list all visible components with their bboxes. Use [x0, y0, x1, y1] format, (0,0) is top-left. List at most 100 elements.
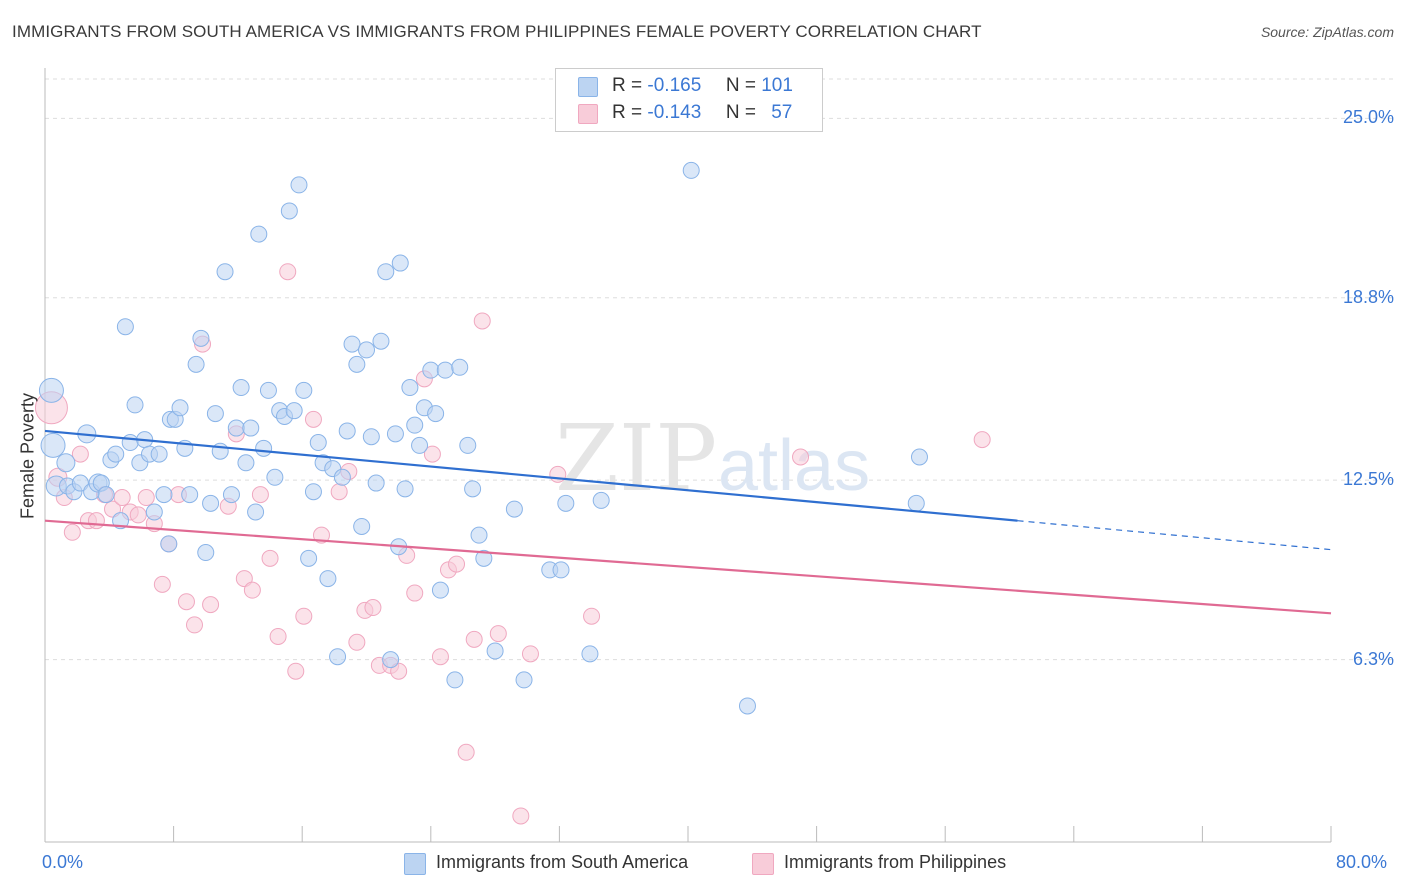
point-south-america: [112, 512, 130, 530]
point-south-america: [486, 642, 504, 660]
point-philippines: [129, 506, 147, 524]
point-philippines: [104, 500, 122, 518]
legend-swatch-south-america: [578, 77, 598, 97]
point-south-america: [682, 161, 700, 179]
point-south-america: [396, 480, 414, 498]
point-philippines: [304, 410, 322, 428]
point-philippines: [177, 593, 195, 611]
point-philippines: [269, 627, 287, 645]
y-tick-label: 18.8%: [1342, 286, 1394, 307]
point-south-america: [592, 491, 610, 509]
point-philippines: [243, 581, 261, 599]
point-philippines: [549, 465, 567, 483]
point-south-america: [280, 202, 298, 220]
point-south-america: [300, 549, 318, 567]
point-south-america: [160, 535, 178, 553]
point-south-america: [290, 176, 308, 194]
point-south-america: [222, 486, 240, 504]
point-south-america: [353, 517, 371, 535]
watermark-atlas: atlas: [718, 426, 870, 506]
point-south-america: [431, 581, 449, 599]
point-south-america: [227, 419, 245, 437]
point-philippines: [583, 607, 601, 625]
point-philippines: [330, 483, 348, 501]
point-philippines: [185, 616, 203, 634]
point-south-america: [358, 341, 375, 359]
trend-line-south-america-extension: [1017, 520, 1332, 551]
trend-line-south-america: [44, 429, 1018, 522]
point-south-america: [459, 436, 477, 454]
data-points: [34, 161, 991, 825]
point-philippines: [71, 445, 89, 463]
point-philippines: [448, 555, 466, 573]
point-south-america: [446, 671, 464, 689]
point-south-america: [427, 405, 445, 423]
chart-title: IMMIGRANTS FROM SOUTH AMERICA VS IMMIGRA…: [12, 22, 982, 41]
point-philippines: [973, 431, 991, 449]
point-south-america: [377, 263, 395, 281]
stats-legend: R = -0.165 N = 101 R = -0.143 N = 57: [555, 68, 823, 132]
point-south-america: [304, 483, 322, 501]
point-south-america: [557, 494, 575, 512]
point-philippines: [63, 523, 81, 541]
point-philippines: [364, 599, 382, 617]
trend-lines: [44, 429, 1332, 615]
point-philippines: [792, 448, 810, 466]
point-south-america: [247, 503, 265, 521]
point-south-america: [250, 225, 268, 243]
legend-r-label: R =: [612, 75, 643, 96]
point-south-america: [910, 448, 928, 466]
point-south-america: [382, 651, 400, 669]
point-philippines: [137, 489, 155, 507]
point-south-america: [126, 396, 144, 414]
point-south-america: [107, 445, 125, 463]
point-south-america: [401, 379, 419, 397]
point-south-america: [216, 263, 234, 281]
point-south-america: [391, 254, 409, 272]
point-philippines: [406, 584, 424, 602]
legend-r-value: -0.143: [647, 102, 702, 123]
x-tick-label-max: 80.0%: [1336, 852, 1388, 872]
point-south-america: [71, 474, 89, 492]
point-south-america: [150, 445, 168, 463]
legend-n-label: N =: [725, 75, 756, 96]
point-philippines: [287, 662, 305, 680]
point-philippines: [235, 570, 253, 588]
source-label: Source: ZipAtlas.com: [1260, 24, 1394, 40]
point-south-america: [464, 480, 482, 498]
point-south-america: [372, 332, 390, 350]
point-south-america: [237, 454, 255, 472]
point-philippines: [251, 486, 269, 504]
legend-swatch-philippines: [752, 853, 774, 875]
point-south-america: [295, 381, 313, 399]
point-south-america: [155, 486, 173, 504]
point-philippines: [489, 625, 507, 643]
point-south-america: [285, 402, 303, 420]
point-south-america: [187, 355, 205, 373]
point-south-america: [348, 355, 366, 373]
point-philippines: [153, 575, 171, 593]
point-philippines: [261, 549, 279, 567]
point-philippines: [295, 607, 313, 625]
point-south-america: [515, 671, 533, 689]
point-south-america: [97, 486, 115, 504]
series-legend: Immigrants from South America Immigrants…: [0, 852, 1406, 878]
point-south-america: [56, 453, 76, 473]
point-south-america: [411, 436, 429, 454]
point-south-america: [367, 474, 385, 492]
point-south-america: [475, 549, 493, 567]
point-south-america: [121, 434, 139, 452]
legend-n-label: N =: [725, 102, 756, 123]
point-philippines: [312, 526, 330, 544]
y-axis-label: Female Poverty: [17, 392, 38, 520]
point-south-america: [259, 381, 277, 399]
point-south-america: [242, 419, 260, 437]
point-south-america: [907, 494, 925, 512]
y-tick-label: 25.0%: [1342, 107, 1394, 128]
point-south-america: [505, 500, 523, 518]
point-philippines: [465, 630, 483, 648]
point-philippines: [431, 648, 449, 666]
legend-r-label: R =: [612, 102, 643, 123]
legend-swatch-philippines: [578, 104, 598, 124]
